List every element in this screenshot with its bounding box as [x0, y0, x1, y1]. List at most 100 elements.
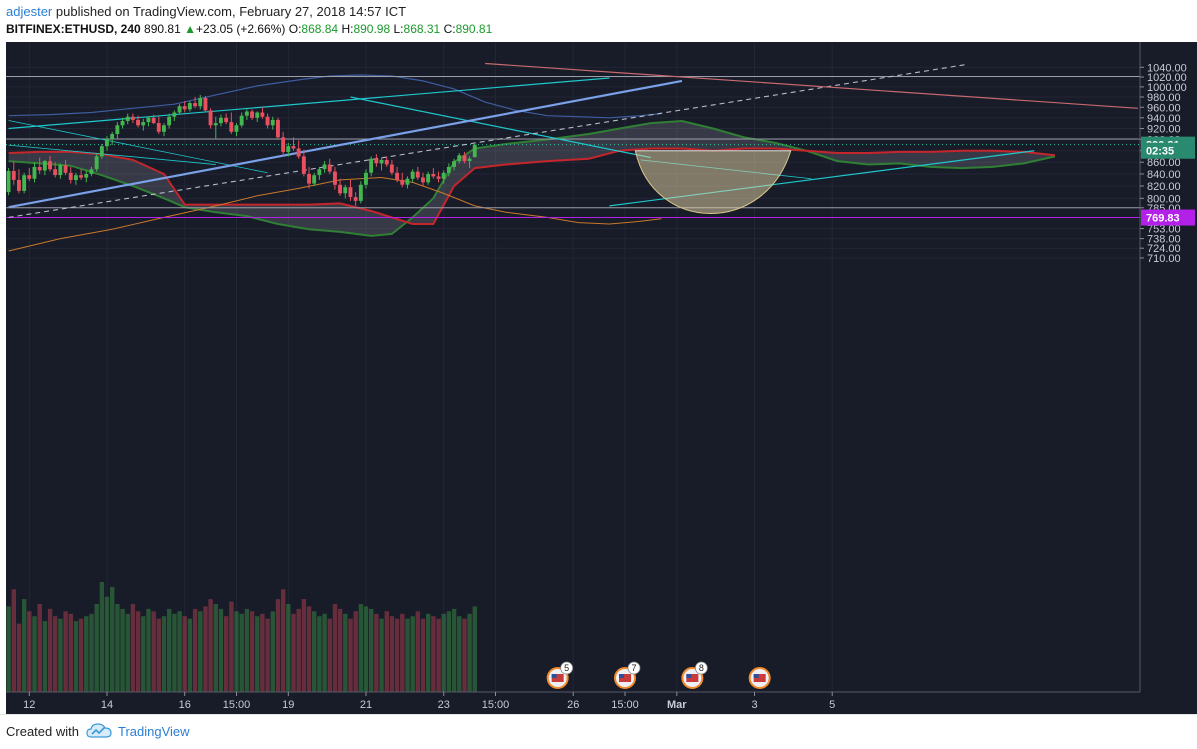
- symbol-legend: BITFINEX:ETHUSD, 240 890.81 ▲+23.05 (+2.…: [6, 22, 492, 36]
- candle-body: [187, 103, 192, 110]
- candle-body: [224, 117, 229, 123]
- candle-body: [94, 156, 99, 170]
- volume-bar: [436, 618, 441, 692]
- event-count: 7: [632, 663, 637, 673]
- y-tick-label: 724.00: [1147, 243, 1181, 255]
- volume-bar: [296, 608, 301, 692]
- volume-bar: [229, 601, 234, 692]
- volume-bar: [337, 608, 343, 692]
- volume-bar: [244, 608, 250, 692]
- volume-bar: [151, 611, 156, 692]
- flag-stripes: [551, 674, 564, 682]
- candle-body: [457, 155, 462, 162]
- volume-bar: [218, 608, 224, 692]
- volume-bar: [358, 604, 364, 692]
- y-tick-label: 980.00: [1147, 92, 1181, 104]
- volume-bar: [130, 604, 136, 692]
- volume-bar: [369, 608, 374, 692]
- volume-bar: [379, 618, 384, 692]
- volume-bar: [343, 613, 348, 692]
- candle-body: [338, 184, 342, 194]
- candle-body: [125, 116, 130, 121]
- candle-body: [167, 116, 172, 126]
- candle-body: [379, 159, 384, 164]
- tradingview-link[interactable]: TradingView: [118, 724, 190, 739]
- event-count: 5: [564, 663, 569, 673]
- volume-bar: [58, 618, 63, 692]
- cloud-span-b: [8, 147, 1056, 225]
- candle-body: [348, 187, 353, 198]
- candle-body: [68, 172, 73, 180]
- time-axis[interactable]: [6, 692, 1140, 714]
- volume-bar: [472, 606, 477, 692]
- candle-body: [441, 172, 446, 179]
- volume-bar: [281, 589, 286, 692]
- symbol-name[interactable]: BITFINEX:ETHUSD, 240: [6, 22, 141, 36]
- candle-body: [301, 156, 306, 174]
- minor-trend-line: [8, 144, 216, 165]
- chart-canvas[interactable]: 5 7 8 1040.001020.001000.00980.00960.00940…: [0, 42, 1197, 714]
- volume-bar: [249, 611, 255, 692]
- volume-bar: [224, 616, 229, 692]
- volume-bar: [6, 606, 11, 692]
- volume-bar: [286, 604, 291, 692]
- volume-bar: [63, 611, 68, 692]
- volume-bar: [187, 618, 193, 692]
- volume-bar: [11, 589, 16, 692]
- candle-body: [343, 187, 348, 194]
- volume-bar: [68, 613, 73, 692]
- y-tick-label: 920.00: [1147, 124, 1181, 136]
- candle-body: [11, 171, 16, 180]
- volume-bar: [322, 613, 327, 692]
- low-value: 868.31: [403, 22, 441, 36]
- volume-bar: [22, 599, 27, 692]
- volume-bar: [467, 613, 472, 692]
- volume-bar: [89, 613, 94, 692]
- volume-bar: [410, 616, 415, 692]
- candle-body: [353, 197, 358, 201]
- candle-body: [99, 146, 104, 157]
- author-link[interactable]: adjester: [6, 4, 53, 19]
- candle-body: [162, 125, 166, 132]
- volume-bar: [120, 608, 125, 692]
- level-price-label: 769.83: [1146, 213, 1180, 225]
- volume-bar: [327, 618, 332, 692]
- open-label: O:: [288, 22, 302, 36]
- volume-bar: [161, 616, 167, 692]
- candle-body: [384, 159, 389, 165]
- event-count: 8: [699, 663, 704, 673]
- candle-body: [462, 155, 467, 162]
- x-tick-label: 3: [751, 699, 757, 711]
- x-tick-label: 12: [23, 699, 35, 711]
- descending-trend-line: [350, 96, 652, 159]
- volume-bar: [208, 599, 213, 692]
- volume-bar: [156, 618, 161, 692]
- candle-body: [421, 177, 425, 183]
- volume-bar: [141, 616, 146, 692]
- x-tick-label: Mar: [667, 699, 687, 711]
- x-tick-label: 14: [101, 699, 113, 711]
- volume-bar: [53, 616, 58, 692]
- y-tick-label: 860.00: [1147, 157, 1181, 169]
- candle-body: [317, 169, 322, 176]
- publish-line: adjester published on TradingView.com, F…: [6, 4, 406, 19]
- candle-body: [27, 175, 32, 179]
- tradingview-cloud-icon[interactable]: [86, 722, 112, 740]
- y-tick-label: 753.00: [1147, 224, 1181, 236]
- y-tick-label: 800.00: [1147, 193, 1181, 205]
- volume-bar: [203, 606, 208, 692]
- flag-stripes: [686, 674, 699, 682]
- candle-body: [312, 175, 317, 184]
- candle-body: [105, 138, 109, 147]
- cup-pattern: [634, 150, 792, 214]
- event-count-badge: [627, 661, 641, 675]
- open-value: 868.84: [301, 22, 339, 36]
- close-value: 890.81: [455, 22, 493, 36]
- candle-body: [322, 164, 327, 170]
- y-tick-label: 960.00: [1147, 102, 1181, 114]
- volume-bar: [182, 616, 187, 692]
- candle-body: [151, 117, 156, 124]
- candle-body: [260, 112, 265, 117]
- long-trend-line: [8, 79, 683, 209]
- price-chart[interactable]: 5 7 8 1040.00 1020.00 1000.00 980.00 960.00 940…: [0, 42, 1197, 714]
